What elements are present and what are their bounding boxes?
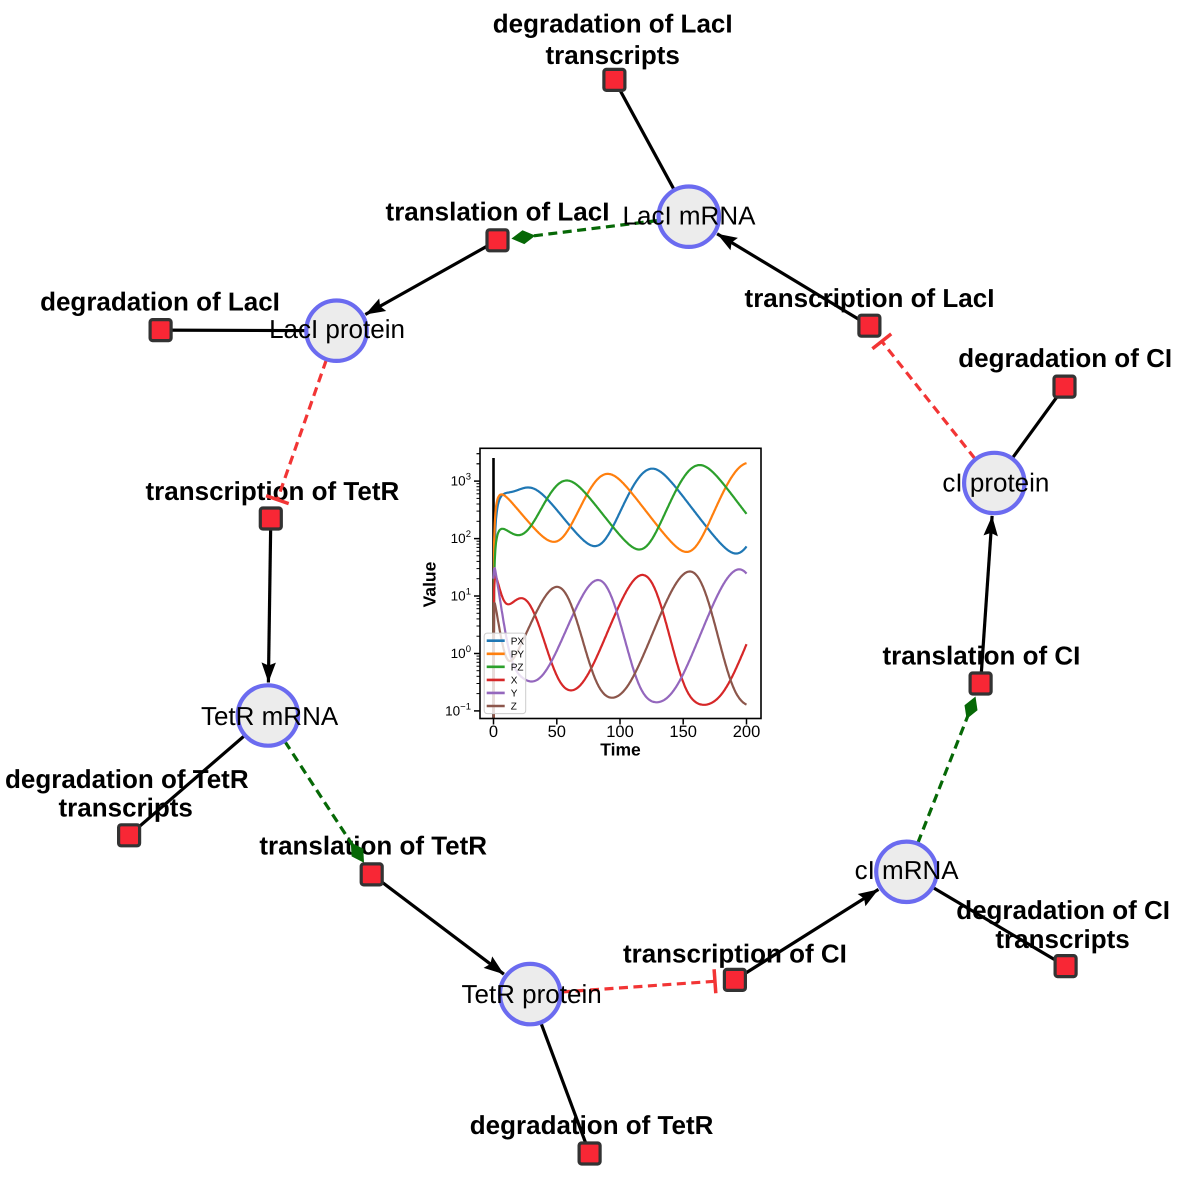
svg-text:TetR mRNA: TetR mRNA [201, 701, 339, 731]
svg-text:LacI protein: LacI protein [269, 314, 405, 344]
svg-text:transcripts: transcripts [995, 924, 1129, 954]
svg-text:transcription of LacI: transcription of LacI [745, 283, 995, 313]
svg-text:cI protein: cI protein [942, 468, 1049, 498]
svg-text:Value: Value [420, 561, 440, 607]
svg-text:X: X [511, 676, 518, 687]
svg-text:degradation of TetR: degradation of TetR [5, 764, 249, 794]
svg-text:Z: Z [511, 702, 517, 713]
svg-text:cI mRNA: cI mRNA [855, 855, 960, 885]
svg-text:Time: Time [600, 740, 641, 760]
svg-text:TetR protein: TetR protein [462, 979, 602, 1009]
svg-text:150: 150 [669, 723, 697, 741]
svg-text:degradation of LacI: degradation of LacI [40, 287, 280, 317]
svg-text:degradation of TetR: degradation of TetR [470, 1110, 714, 1140]
svg-text:200: 200 [733, 723, 761, 741]
svg-text:PX: PX [511, 636, 525, 647]
svg-text:translation of TetR: translation of TetR [259, 831, 487, 861]
svg-text:0: 0 [489, 723, 498, 741]
svg-text:Y: Y [511, 689, 518, 700]
svg-text:degradation of CI: degradation of CI [958, 343, 1172, 373]
svg-text:PZ: PZ [511, 662, 524, 673]
svg-text:degradation of CI: degradation of CI [956, 895, 1170, 925]
svg-text:PY: PY [511, 649, 525, 660]
svg-text:50: 50 [548, 723, 566, 741]
svg-text:transcription of CI: transcription of CI [623, 939, 847, 969]
svg-text:100: 100 [606, 723, 634, 741]
svg-text:LacI mRNA: LacI mRNA [623, 201, 757, 231]
svg-text:transcripts: transcripts [59, 792, 193, 822]
svg-text:degradation of LacI: degradation of LacI [493, 9, 733, 39]
svg-text:transcription of TetR: transcription of TetR [146, 476, 400, 506]
svg-text:transcripts: transcripts [546, 40, 680, 70]
svg-text:translation of LacI: translation of LacI [386, 197, 610, 227]
